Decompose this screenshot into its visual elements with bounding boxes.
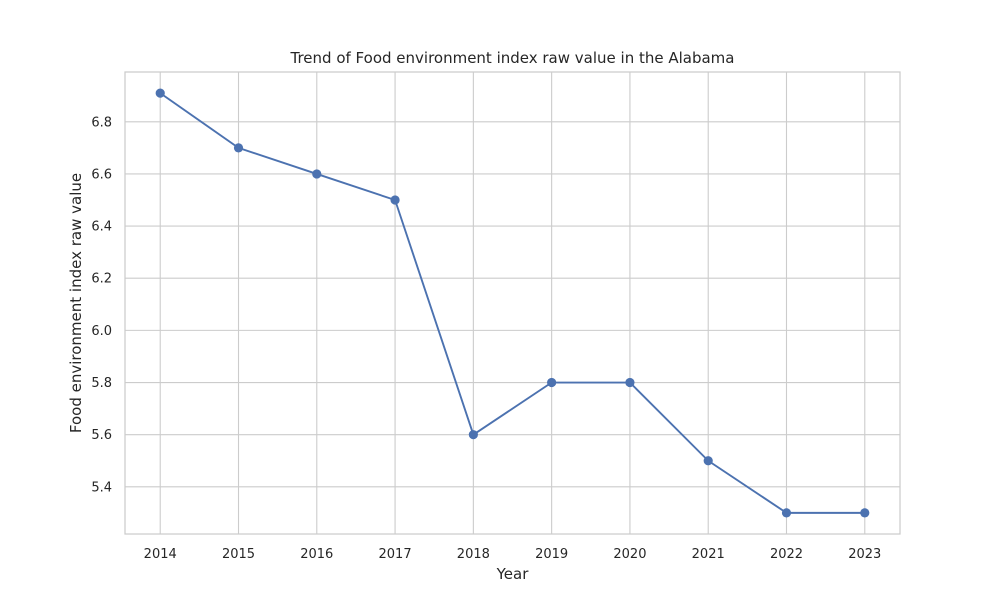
x-axis-label: Year (496, 565, 530, 583)
data-point (390, 195, 400, 205)
data-point (468, 430, 478, 440)
data-point (155, 88, 165, 98)
y-tick-label: 6.8 (91, 115, 112, 130)
plot-area-frame (124, 71, 901, 535)
chart-title: Trend of Food environment index raw valu… (290, 49, 735, 67)
x-tick-label: 2021 (692, 547, 725, 562)
series-layer (155, 88, 870, 518)
data-point (781, 508, 792, 518)
y-tick-label: 6.4 (91, 220, 112, 235)
y-tick-label: 6.2 (91, 272, 112, 287)
grid-lines (125, 72, 900, 534)
x-tick-label: 2019 (535, 547, 568, 562)
data-point (233, 143, 244, 153)
data-point (547, 377, 557, 388)
series-line (159, 92, 866, 514)
y-tick-label: 6.6 (91, 167, 112, 182)
y-tick-label: 6.0 (91, 324, 112, 339)
x-tick-label: 2016 (300, 547, 333, 562)
x-tick-label: 2018 (457, 547, 490, 562)
x-tick-label: 2020 (613, 547, 646, 562)
x-tick-label: 2015 (222, 547, 255, 562)
y-tick-label: 5.8 (91, 376, 112, 391)
y-axis-ticks: 5.4 5.6 5.8 6.0 6.2 6.4 6.6 6.8 (91, 115, 112, 495)
data-point (703, 456, 713, 466)
data-point (312, 169, 322, 179)
data-point (860, 508, 870, 518)
x-tick-label: 2023 (848, 547, 881, 562)
y-axis-label: Food environment index raw value (67, 173, 85, 433)
data-point (625, 377, 635, 388)
x-tick-label: 2022 (770, 547, 803, 562)
x-tick-label: 2014 (144, 547, 177, 562)
x-tick-label: 2017 (379, 547, 412, 562)
x-axis-ticks: 2014 2015 2016 2017 2018 2019 2020 2021 2022 2023 (144, 547, 882, 562)
y-tick-label: 5.6 (91, 428, 112, 443)
y-tick-label: 5.4 (91, 480, 112, 495)
